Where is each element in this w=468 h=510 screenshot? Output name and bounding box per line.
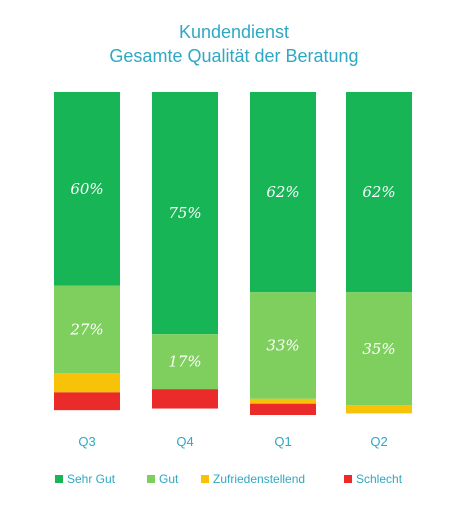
bar-q1-gut bbox=[250, 292, 316, 399]
category-labels-group: Q3 Q4 Q1 Q2 bbox=[78, 434, 387, 449]
category-label-q2: Q2 bbox=[370, 434, 387, 449]
bar-q1-zufriedenstellend bbox=[250, 398, 316, 404]
bar-q2-gut bbox=[346, 292, 412, 406]
bar-q1-sehr-gut bbox=[250, 92, 316, 293]
data-label-q1-gut: 33% bbox=[266, 337, 299, 355]
bars-group bbox=[54, 92, 412, 415]
legend-swatch-zufriedenstellend bbox=[201, 475, 209, 483]
chart-subtitle: Gesamte Qualität der Beratung bbox=[109, 46, 358, 66]
legend-label-sehr-gut: Sehr Gut bbox=[67, 472, 116, 486]
data-label-q4-gut: 17% bbox=[168, 353, 201, 371]
data-label-q2-gut: 35% bbox=[362, 340, 395, 358]
data-label-q4-sehr-gut: 75% bbox=[168, 204, 201, 222]
data-label-q2-sehr-gut: 62% bbox=[362, 183, 395, 201]
legend-item-gut: Gut bbox=[147, 472, 179, 486]
legend-item-schlecht: Schlecht bbox=[344, 472, 403, 486]
legend-label-gut: Gut bbox=[159, 472, 179, 486]
legend-swatch-schlecht bbox=[344, 475, 352, 483]
legend-label-schlecht: Schlecht bbox=[356, 472, 403, 486]
bar-q4-gut bbox=[152, 334, 218, 390]
legend-item-zufriedenstellend: Zufriedenstellend bbox=[201, 472, 305, 486]
bar-q3-sehr-gut bbox=[54, 92, 120, 286]
bar-q2-zufriedenstellend bbox=[346, 405, 412, 414]
category-label-q4: Q4 bbox=[176, 434, 193, 449]
bar-q2-sehr-gut bbox=[346, 92, 412, 293]
bar-q3-zufriedenstellend bbox=[54, 373, 120, 393]
bar-q3-gut bbox=[54, 285, 120, 374]
data-labels-group: 60% 27% 75% 17% 62% 33% 62% 35% bbox=[69, 180, 395, 371]
legend-item-sehr-gut: Sehr Gut bbox=[55, 472, 116, 486]
chart-title: Kundendienst bbox=[179, 22, 289, 42]
data-label-q3-gut: 27% bbox=[69, 320, 103, 338]
bar-q4-schlecht bbox=[152, 389, 218, 409]
category-label-q3: Q3 bbox=[78, 434, 95, 449]
legend-swatch-sehr-gut bbox=[55, 475, 63, 483]
bar-q1-schlecht bbox=[250, 403, 316, 415]
legend-label-zufriedenstellend: Zufriedenstellend bbox=[213, 472, 305, 486]
data-label-q3-sehr-gut: 60% bbox=[70, 180, 103, 198]
legend-swatch-gut bbox=[147, 475, 155, 483]
legend: Sehr Gut Gut Zufriedenstellend Schlecht bbox=[55, 472, 403, 486]
bar-q4-sehr-gut bbox=[152, 92, 218, 335]
bar-q3-schlecht bbox=[54, 392, 120, 411]
category-label-q1: Q1 bbox=[274, 434, 291, 449]
data-label-q1-sehr-gut: 62% bbox=[266, 183, 299, 201]
